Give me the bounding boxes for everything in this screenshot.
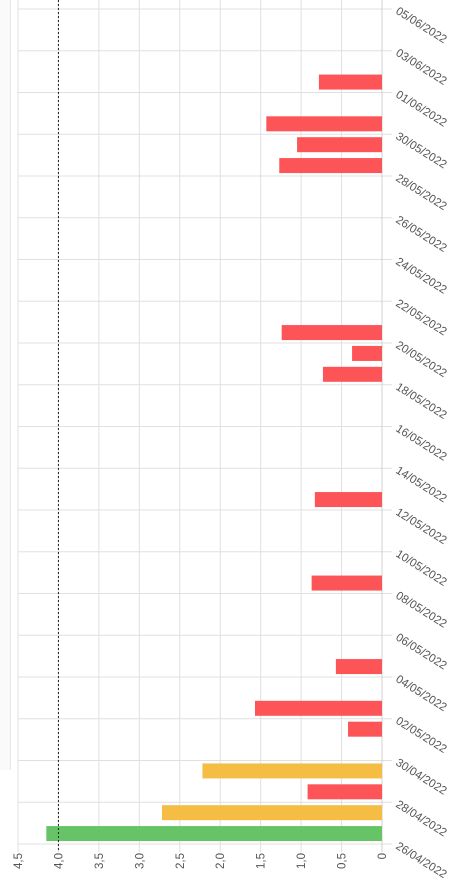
bar-08-05-2022 [311,575,382,591]
value-tick-label: 3,0 [134,853,146,869]
category-tick-label: 24/05/2022 [393,256,448,297]
bar-01-05-2022 [348,721,382,737]
bar-18-05-2022 [322,366,382,382]
value-tick-label: 2,0 [215,853,227,869]
category-tick-label: 01/06/2022 [393,89,448,130]
value-tick-label: 2,5 [175,853,187,869]
bar-28-05-2022 [279,158,382,174]
value-tick-label: 3,5 [94,853,106,869]
category-tick-labels: 26/04/202228/04/202230/04/202202/05/2022… [393,5,448,881]
bar-04-05-2022 [335,659,382,675]
bar-19-05-2022 [352,345,382,361]
category-tick-label: 03/06/2022 [393,47,448,88]
value-tick-labels: 0 0,5 1,0 1,5 2,0 2,5 3,0 3,5 4,0 4,5 [13,853,389,869]
category-tick-label: 12/05/2022 [393,506,448,547]
value-tick-label: 4,5 [13,853,25,869]
category-tick-label: 18/05/2022 [393,381,448,422]
bar-12-05-2022 [314,492,382,508]
category-tick-label: 26/04/2022 [393,840,448,881]
side-panel [0,0,11,770]
bar-27-04-2022 [161,805,382,821]
bar-02-05-2022 [255,700,382,716]
category-tick-label: 10/05/2022 [393,548,448,589]
category-tick-label: 08/05/2022 [393,590,448,631]
bar-28-04-2022 [307,784,382,800]
bar-20-05-2022 [281,325,382,341]
category-tick-label: 26/05/2022 [393,214,448,255]
category-tick-label: 14/05/2022 [393,465,448,506]
value-tick-label: 0,5 [337,853,349,869]
bar-01-06-2022 [318,74,382,90]
value-tick-label: 1,5 [256,853,268,869]
category-tick-label: 22/05/2022 [393,298,448,339]
bar-30-05-2022 [266,116,382,132]
category-tick-label: 30/05/2022 [393,131,448,172]
category-tick-label: 30/04/2022 [393,757,448,798]
category-tick-label: 28/05/2022 [393,172,448,213]
value-tick-label: 4,0 [53,853,65,869]
category-tick-label: 28/04/2022 [393,799,448,840]
category-tick-label: 04/05/2022 [393,673,448,714]
bar-29-05-2022 [297,137,382,153]
bars [46,74,383,842]
value-tick-label: 1,0 [296,853,308,869]
category-tick-label: 02/05/2022 [393,715,448,756]
bar-26-04-2022 [46,826,383,842]
category-tick-label: 20/05/2022 [393,339,448,380]
category-tick-label: 16/05/2022 [393,423,448,464]
category-tick-label: 06/05/2022 [393,632,448,673]
value-tick-label: 0 [377,853,389,859]
bar-29-04-2022 [202,763,382,779]
category-tick-label: 05/06/2022 [393,5,448,46]
